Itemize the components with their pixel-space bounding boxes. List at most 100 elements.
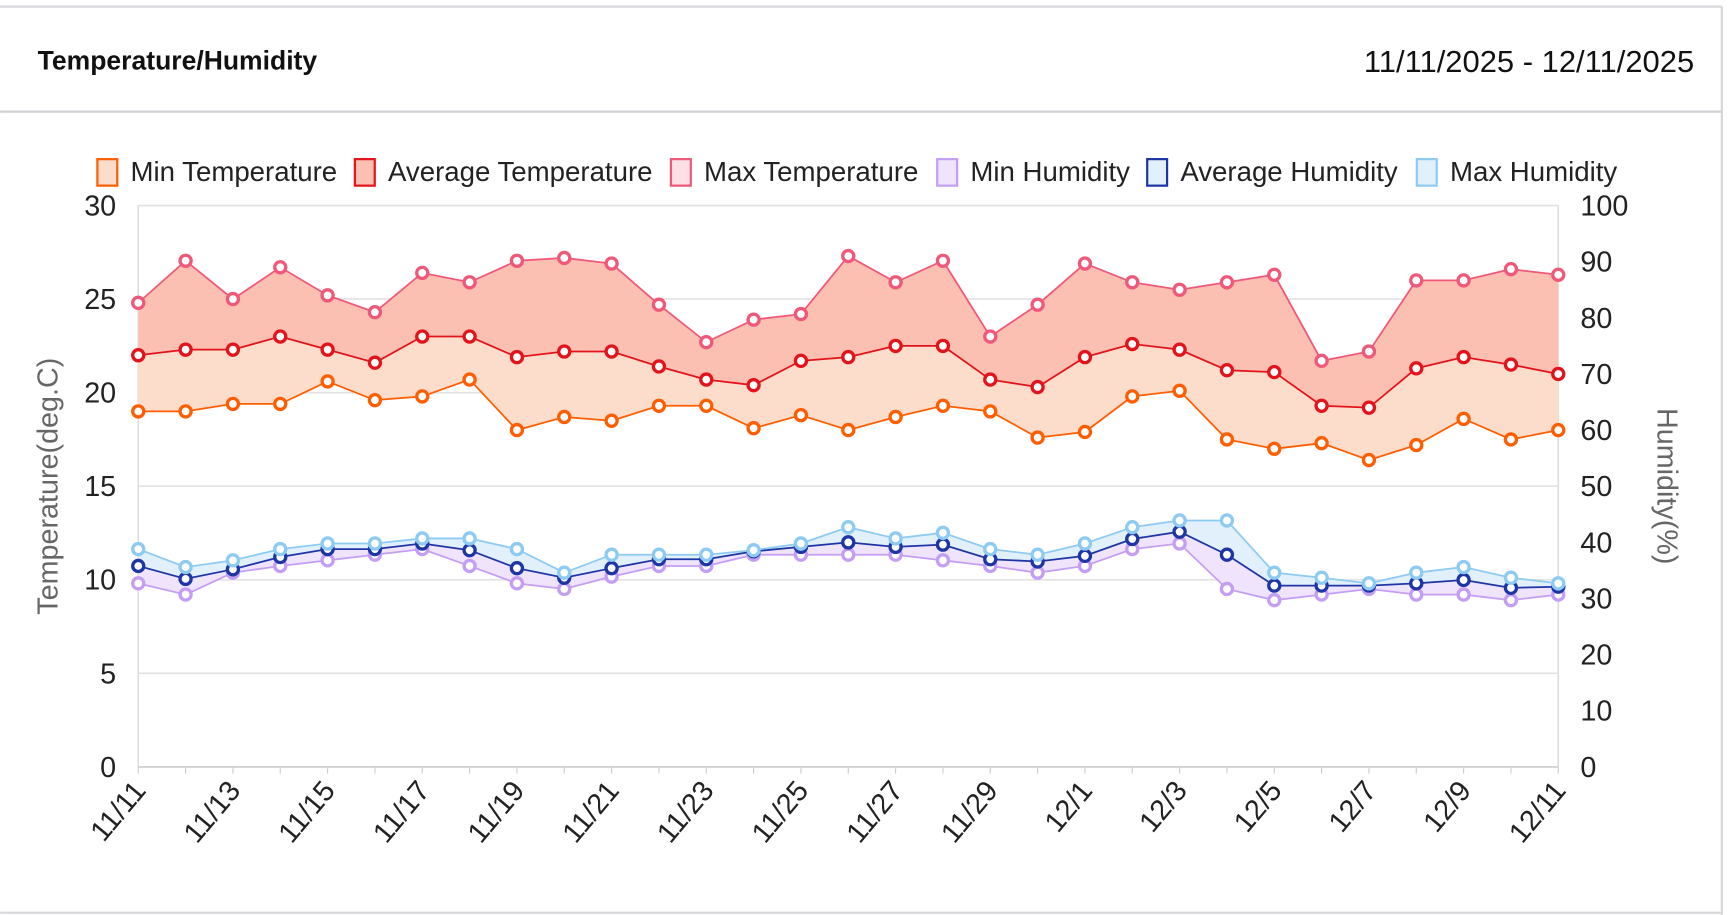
legend-item[interactable]: Min Temperature <box>96 156 337 187</box>
min-humidity-point[interactable] <box>1503 593 1519 608</box>
min-temperature-point[interactable] <box>1456 411 1471 427</box>
average-temperature-point[interactable] <box>651 359 667 374</box>
max-temperature-point[interactable] <box>1219 275 1235 290</box>
max-temperature-point[interactable] <box>983 329 998 344</box>
max-humidity-point[interactable] <box>131 541 146 557</box>
min-temperature-point[interactable] <box>604 413 619 428</box>
max-temperature-point[interactable] <box>1456 273 1471 288</box>
max-humidity-point[interactable] <box>699 547 714 562</box>
max-temperature-point[interactable] <box>1077 256 1093 271</box>
min-temperature-point[interactable] <box>320 374 335 389</box>
average-humidity-point[interactable] <box>462 543 477 558</box>
min-humidity-point[interactable] <box>1172 536 1187 551</box>
max-temperature-point[interactable] <box>1125 275 1140 290</box>
average-humidity-point[interactable] <box>1125 531 1140 547</box>
average-humidity-point[interactable] <box>1219 547 1235 562</box>
max-temperature-point[interactable] <box>509 253 525 268</box>
max-temperature-point[interactable] <box>1267 267 1282 282</box>
max-humidity-point[interactable] <box>1219 513 1235 528</box>
average-temperature-point[interactable] <box>415 329 430 344</box>
min-humidity-point[interactable] <box>1267 593 1282 608</box>
min-temperature-point[interactable] <box>131 404 146 419</box>
min-temperature-point[interactable] <box>273 396 288 412</box>
min-temperature-point[interactable] <box>793 407 809 423</box>
min-temperature-point[interactable] <box>1409 437 1424 453</box>
average-temperature-point[interactable] <box>1077 349 1093 365</box>
max-humidity-point[interactable] <box>1267 565 1282 580</box>
max-temperature-point[interactable] <box>415 265 430 281</box>
average-temperature-point[interactable] <box>367 355 383 370</box>
max-humidity-point[interactable] <box>1125 520 1140 535</box>
average-temperature-point[interactable] <box>746 378 761 393</box>
max-temperature-point[interactable] <box>178 253 193 268</box>
min-humidity-point[interactable] <box>935 553 951 568</box>
min-temperature-point[interactable] <box>1314 436 1329 451</box>
min-temperature-point[interactable] <box>1030 430 1045 445</box>
max-temperature-point[interactable] <box>1361 344 1377 359</box>
min-temperature-point[interactable] <box>746 421 761 436</box>
max-temperature-point[interactable] <box>1030 297 1045 312</box>
max-temperature-point[interactable] <box>1409 273 1424 288</box>
min-humidity-point[interactable] <box>1030 565 1045 580</box>
min-humidity-point[interactable] <box>1409 587 1424 602</box>
average-temperature-point[interactable] <box>273 329 288 344</box>
min-humidity-point[interactable] <box>320 553 335 568</box>
legend-item[interactable]: Average Temperature <box>353 156 653 187</box>
max-humidity-point[interactable] <box>841 520 856 535</box>
average-temperature-point[interactable] <box>1551 366 1566 382</box>
average-temperature-point[interactable] <box>1361 400 1377 415</box>
max-humidity-point[interactable] <box>1456 559 1471 575</box>
max-humidity-point[interactable] <box>1077 536 1093 551</box>
max-humidity-point[interactable] <box>557 565 572 580</box>
average-temperature-point[interactable] <box>935 338 951 354</box>
max-temperature-point[interactable] <box>320 288 335 303</box>
max-temperature-point[interactable] <box>225 291 241 307</box>
average-temperature-point[interactable] <box>557 344 572 359</box>
legend-item[interactable]: Average Humidity <box>1146 156 1398 187</box>
max-humidity-point[interactable] <box>935 525 951 541</box>
min-humidity-point[interactable] <box>462 558 477 574</box>
min-temperature-point[interactable] <box>225 396 241 412</box>
average-temperature-point[interactable] <box>225 342 241 357</box>
average-humidity-point[interactable] <box>1267 578 1282 593</box>
max-temperature-point[interactable] <box>841 248 856 264</box>
max-temperature-point[interactable] <box>935 253 951 268</box>
max-temperature-point[interactable] <box>1172 282 1187 297</box>
min-temperature-point[interactable] <box>1219 432 1235 447</box>
average-humidity-point[interactable] <box>1456 572 1471 588</box>
average-temperature-point[interactable] <box>1172 342 1187 357</box>
average-temperature-point[interactable] <box>1267 364 1282 380</box>
max-humidity-point[interactable] <box>793 536 809 551</box>
average-temperature-point[interactable] <box>1125 336 1140 352</box>
average-temperature-point[interactable] <box>983 372 998 387</box>
max-temperature-point[interactable] <box>793 306 809 322</box>
max-temperature-point[interactable] <box>651 297 667 312</box>
max-humidity-point[interactable] <box>367 536 383 551</box>
average-temperature-point[interactable] <box>1314 398 1329 413</box>
max-temperature-point[interactable] <box>131 295 146 311</box>
min-humidity-point[interactable] <box>178 587 193 602</box>
max-humidity-point[interactable] <box>1409 565 1424 580</box>
min-temperature-point[interactable] <box>1077 424 1093 440</box>
min-temperature-point[interactable] <box>888 409 903 425</box>
min-temperature-point[interactable] <box>1551 422 1566 438</box>
max-humidity-point[interactable] <box>320 536 335 551</box>
max-humidity-point[interactable] <box>1172 513 1187 528</box>
min-temperature-point[interactable] <box>1125 389 1140 404</box>
average-temperature-point[interactable] <box>1409 361 1424 376</box>
max-humidity-point[interactable] <box>651 547 667 562</box>
min-temperature-point[interactable] <box>1503 432 1519 447</box>
average-humidity-point[interactable] <box>1077 548 1093 564</box>
max-humidity-point[interactable] <box>178 559 193 575</box>
max-humidity-point[interactable] <box>1030 547 1045 562</box>
min-temperature-point[interactable] <box>367 392 383 408</box>
average-temperature-point[interactable] <box>509 349 525 365</box>
min-temperature-point[interactable] <box>557 409 572 425</box>
max-humidity-point[interactable] <box>746 543 761 558</box>
max-humidity-point[interactable] <box>225 553 241 568</box>
legend-item[interactable]: Max Temperature <box>669 156 918 187</box>
average-humidity-point[interactable] <box>509 561 525 576</box>
max-temperature-point[interactable] <box>1551 267 1566 282</box>
max-temperature-point[interactable] <box>367 305 383 320</box>
average-temperature-point[interactable] <box>1219 363 1235 378</box>
